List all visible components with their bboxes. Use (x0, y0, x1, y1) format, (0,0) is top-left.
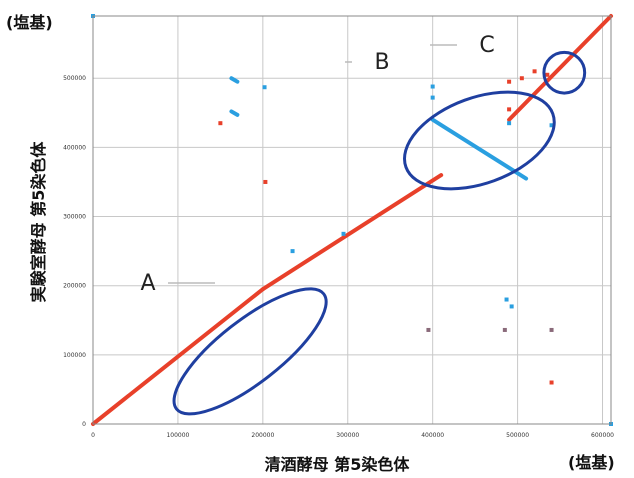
x-tick-label: 200000 (251, 432, 274, 439)
series-0-point (218, 121, 223, 126)
tick-labels: 0 100000 200000 300000 400000 500000 600000 0 10… (63, 75, 614, 439)
highlight-ellipse-a (172, 287, 328, 416)
series-1-segment (430, 117, 529, 181)
series-1-point (290, 249, 295, 254)
series-0-point (263, 179, 268, 184)
series-1-segment (229, 76, 240, 84)
y-tick-label: 400000 (63, 144, 86, 151)
x-tick-label: 300000 (336, 432, 359, 439)
series-0-point (507, 107, 512, 112)
series-0-point (532, 69, 537, 74)
series-2-point (549, 327, 554, 332)
series-1-point (504, 297, 509, 302)
series-0-point (519, 76, 524, 81)
data-layer (91, 14, 613, 426)
y-tick-label: 300000 (63, 214, 86, 221)
y-tick-label: 200000 (63, 283, 86, 290)
x-tick-label: 0 (91, 432, 95, 439)
y-tick-label: 0 (82, 421, 86, 428)
y-unit-label: (塩基) (6, 13, 53, 32)
x-tick-label: 400000 (421, 432, 444, 439)
x-tick-label: 100000 (166, 432, 189, 439)
series-1-point (341, 231, 346, 236)
series-1-point (430, 84, 435, 89)
x-tick-label: 600000 (591, 432, 614, 439)
series-1-point (430, 95, 435, 100)
series-2-point (426, 327, 431, 332)
series-0-segment (91, 287, 265, 426)
series-0-segment (260, 173, 444, 292)
annotation-layer: A B C (140, 33, 587, 416)
series-0-segment (507, 14, 613, 122)
series-1-point (262, 85, 267, 90)
highlight-ellipse-b (403, 90, 556, 191)
series-2-point (502, 327, 507, 332)
series-1-segment (229, 109, 240, 117)
region-label-a: A (140, 271, 155, 296)
highlight-circle-c (542, 50, 587, 95)
x-axis-label: 清酒酵母 第5染色体 (265, 455, 411, 474)
x-tick-label: 500000 (506, 432, 529, 439)
y-axis-label: 実験室酵母 第5染色体 (29, 141, 48, 303)
y-tick-label: 500000 (63, 75, 86, 82)
series-0-point (507, 79, 512, 84)
series-0-point (545, 72, 550, 77)
y-tick-label: 100000 (63, 352, 86, 359)
series-1-point (549, 123, 554, 128)
region-label-b: B (374, 50, 389, 75)
plot-frame (92, 15, 612, 425)
region-label-c: C (479, 33, 494, 58)
series-1-point (509, 304, 514, 309)
series-0-point (549, 380, 554, 385)
x-unit-label: (塩基) (568, 453, 615, 472)
series-1-point (507, 121, 512, 126)
